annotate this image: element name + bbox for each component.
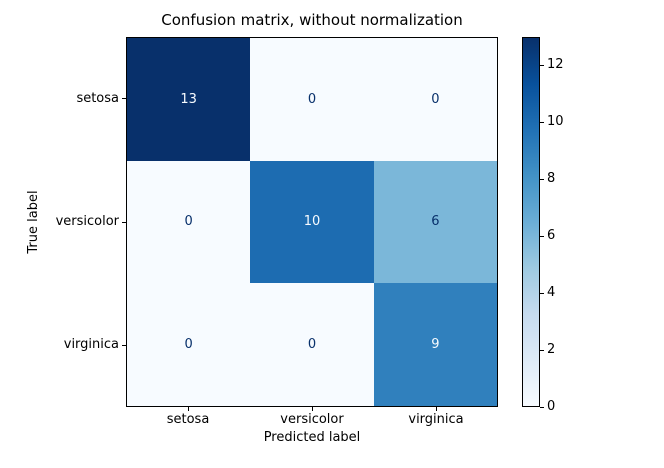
colorbar-tick-label: 10 [547,114,564,130]
colorbar-tick-mark [540,406,544,408]
colorbar-tick-label: 4 [547,285,556,301]
colorbar-tick-label: 12 [547,57,564,73]
matrix-cell: 0 [373,38,497,161]
matrix-cell: 0 [250,283,374,406]
y-tick-label: virginica [63,337,119,353]
colorbar-tick-mark [540,178,544,180]
colorbar-tick-label: 6 [547,228,556,244]
colorbar-tick-mark [540,349,544,351]
colorbar-tick-label: 0 [547,399,556,414]
x-axis-label: Predicted label [263,430,361,445]
x-tick-label: versicolor [280,412,344,427]
x-tick-label: setosa [166,412,210,427]
y-tick-mark [122,344,126,346]
x-tick-mark [311,407,313,411]
matrix-cell: 0 [127,160,251,284]
x-tick-label: virginica [408,412,464,427]
matrix-cell: 0 [250,38,374,161]
chart-title: Confusion matrix, without normalization [161,11,463,29]
colorbar-tick-mark [540,235,544,237]
colorbar-tick-mark [540,292,544,294]
colorbar-tick-label: 2 [547,342,556,358]
colorbar-tick-mark [540,64,544,66]
colorbar-tick-label: 8 [547,171,556,187]
matrix-cell: 0 [127,283,251,406]
y-tick-label: setosa [76,90,119,106]
matrix-cell: 6 [373,160,497,284]
matrix-cell: 10 [250,160,374,284]
y-tick-mark [122,98,126,100]
y-tick-mark [122,221,126,223]
x-tick-mark [435,407,437,411]
colorbar-tick-mark [540,121,544,123]
colorbar [522,37,540,407]
x-tick-mark [187,407,189,411]
matrix-cell: 13 [127,38,251,161]
matrix-cell: 9 [373,283,497,406]
heatmap-grid: 13 0 0 0 10 6 0 0 9 [127,38,497,406]
plot-area: 13 0 0 0 10 6 0 0 9 [126,37,498,407]
y-tick-label: versicolor [55,214,119,229]
